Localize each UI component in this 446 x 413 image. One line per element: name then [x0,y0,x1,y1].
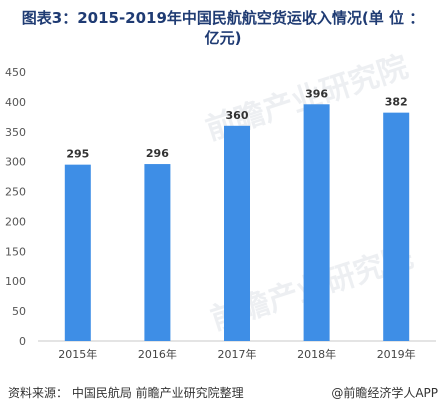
y-tick-label: 400 [5,96,26,109]
y-tick-label: 250 [5,186,26,199]
brand-credit: @前瞻经济学人APP [331,386,438,400]
x-tick-label: 2018年 [297,347,336,361]
x-tick-label: 2017年 [218,347,257,361]
x-tick-label: 2015年 [58,347,97,361]
x-tick-label: 2016年 [138,347,177,361]
y-tick-label: 100 [5,275,26,288]
bar-chart: 前瞻产业研究院前瞻产业研究院 0501001502002503003504004… [5,49,436,361]
data-label: 295 [66,148,89,161]
y-tick-label: 0 [19,335,26,348]
bars [64,104,410,341]
data-label: 396 [305,87,328,100]
data-label: 382 [385,96,408,109]
data-label: 296 [146,147,169,160]
data-label: 360 [226,109,249,122]
x-tick-label: 2019年 [377,347,416,361]
bar [303,104,330,341]
y-tick-label: 350 [5,126,26,139]
data-labels: 295 296 360 396 382 [66,87,407,160]
source-note: 资料来源： 中国民航局 前瞻产业研究院整理 [8,386,244,400]
y-tick-label: 150 [5,245,26,258]
bar [64,164,91,341]
y-tick-label: 200 [5,215,26,228]
y-axis-ticks: 0 50 100 150 200 250 300 350 400 450 [5,66,26,348]
bar [224,125,250,341]
y-tick-label: 450 [5,66,26,79]
chart-title: 图表3：2015-2019年中国民航航空货运收入情况(单 位 ： 亿元) [0,8,446,48]
y-tick-label: 50 [12,305,26,318]
x-axis-ticks: 2015年 2016年 2017年 2018年 2019年 [58,347,415,361]
bar [383,112,410,341]
chart-title-line-1: 图表3：2015-2019年中国民航航空货运收入情况(单 位 ： [21,9,425,27]
footer: 资料来源： 中国民航局 前瞻产业研究院整理 @前瞻经济学人APP [8,380,438,404]
y-tick-label: 300 [5,156,26,169]
chart-title-line-2: 亿元) [204,29,242,47]
bar [144,164,171,341]
